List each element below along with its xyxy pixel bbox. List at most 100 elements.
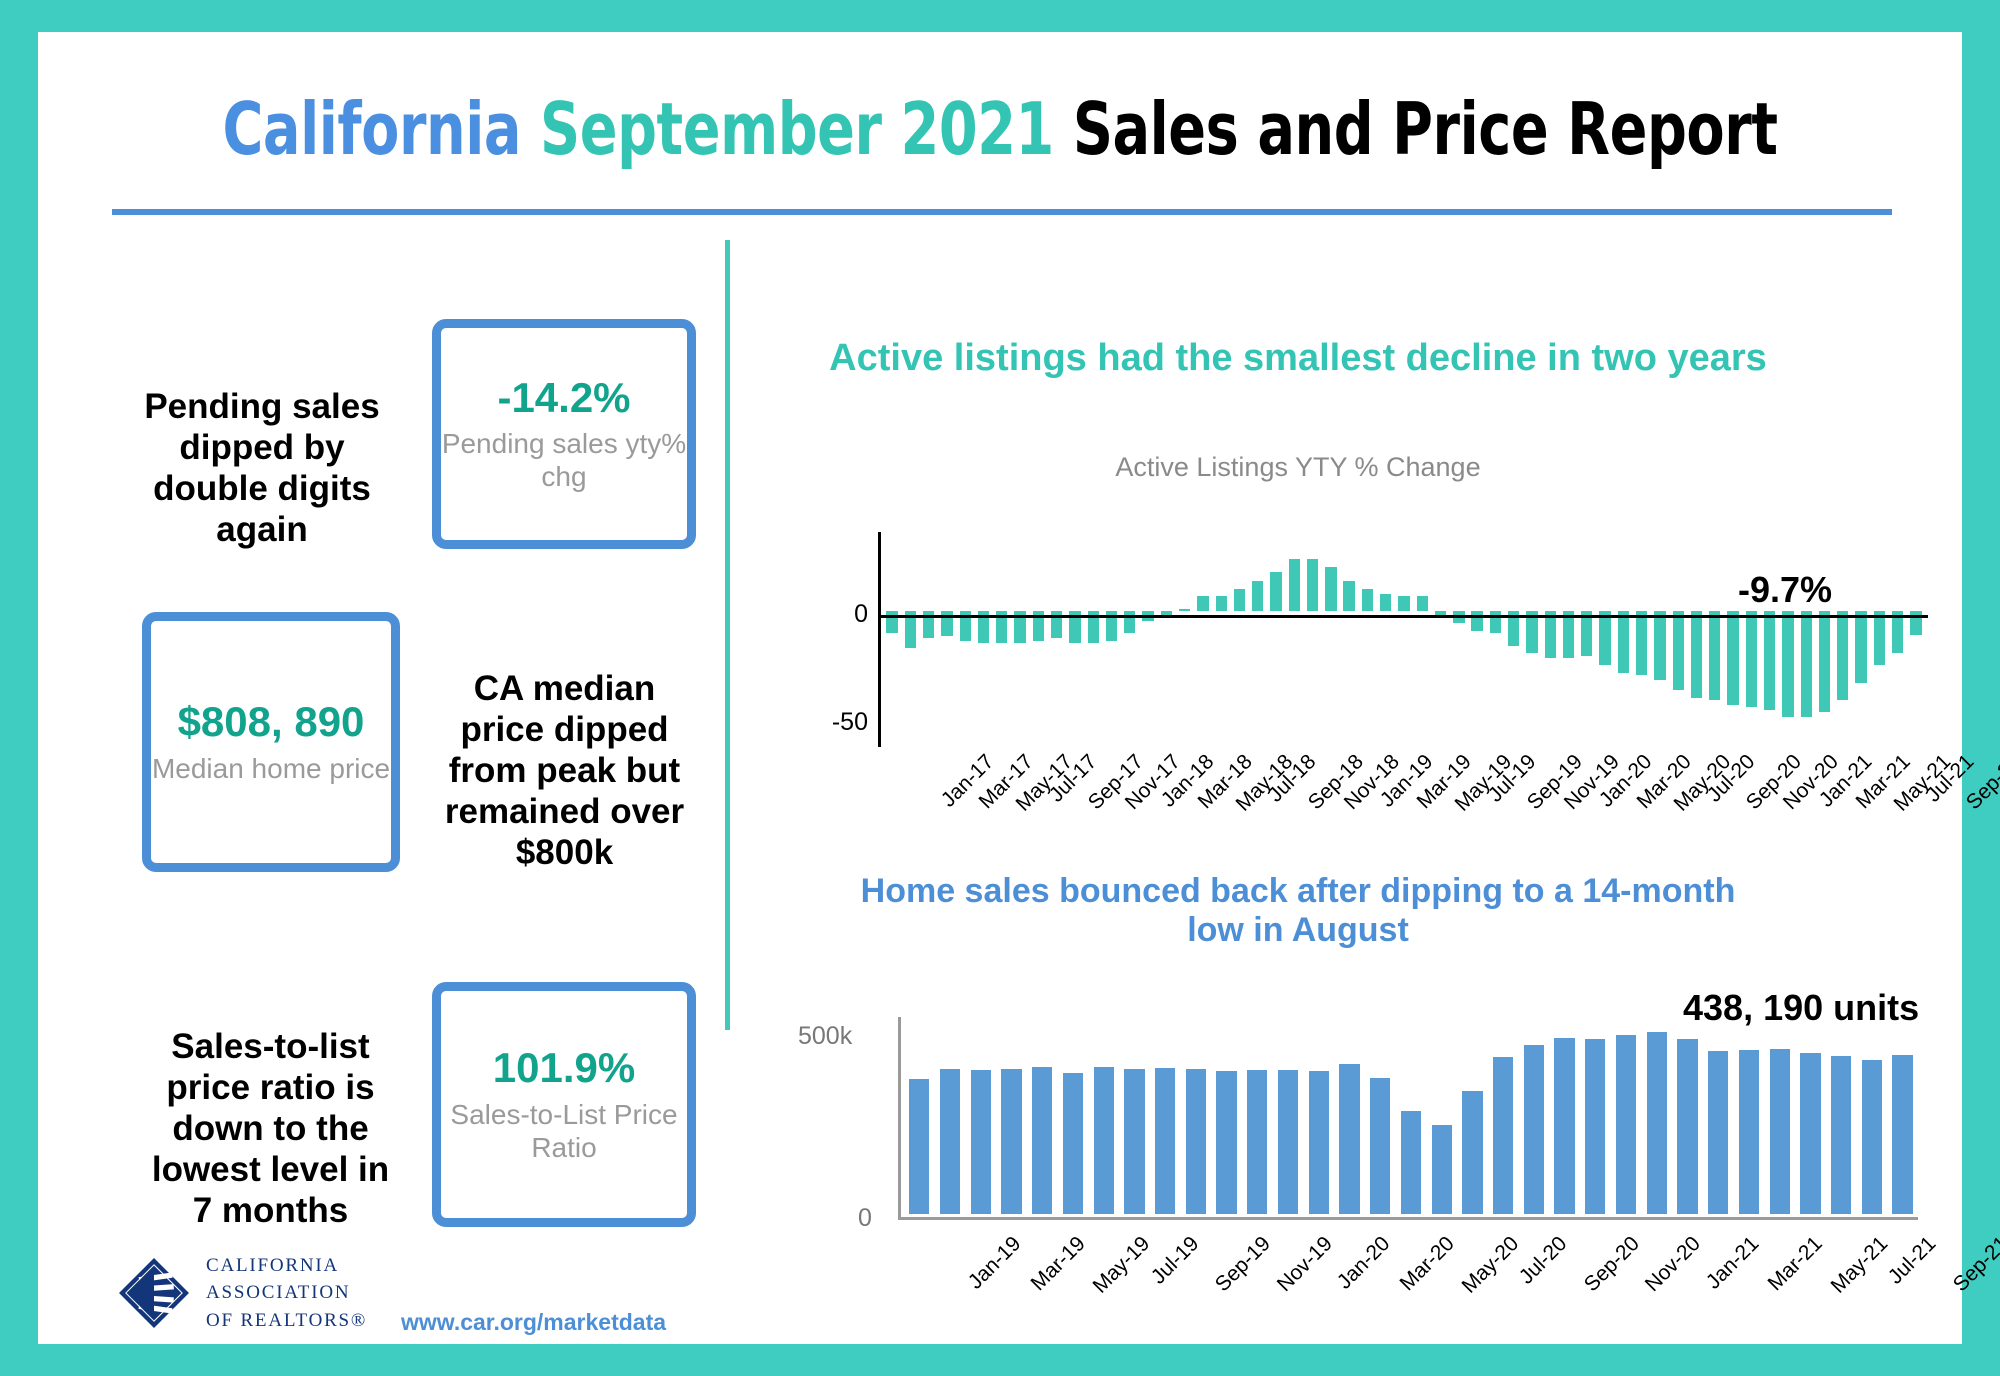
chart2-x-label: Mar-19: [1026, 1232, 1090, 1296]
chart1-bar: [904, 611, 917, 649]
chart1-bar: [1270, 571, 1282, 612]
chart1-bar: [1197, 596, 1209, 612]
chart1-title: Active listings had the smallest decline…: [829, 337, 1767, 379]
chart1-bar: [1105, 611, 1118, 641]
stat-label-pending-sales: Pending sales yty% chg: [441, 428, 687, 493]
chart1-bar: [1032, 611, 1045, 641]
chart1-bar: [977, 611, 990, 644]
chart2-bar: [939, 1069, 961, 1214]
chart1-bar: [1124, 611, 1136, 634]
chart1-bar: [1398, 596, 1410, 612]
stat-box-pending-sales: -14.2% Pending sales yty% chg: [432, 319, 696, 549]
chart2-bar: [1800, 1052, 1821, 1214]
chart2-x-label: Jul-20: [1515, 1232, 1572, 1289]
blurb-sales-to-list: Sales-to-list price ratio is down to the…: [151, 1027, 390, 1230]
chart2-bar: [1554, 1038, 1575, 1214]
chart2-y-axis: [898, 1017, 901, 1217]
chart1-bar: [1069, 611, 1081, 644]
chart2-x-label: Sep-20: [1579, 1232, 1644, 1297]
chart2-x-label: Nov-19: [1272, 1232, 1337, 1297]
marketdata-url[interactable]: www.car.org/marketdata: [401, 1309, 667, 1335]
chart2-bar: [1738, 1049, 1760, 1214]
chart1-bars: [883, 532, 1925, 747]
chart2-x-label: Jul-19: [1146, 1232, 1204, 1289]
chart2-bar: [1493, 1056, 1514, 1214]
chart1-bar: [1544, 611, 1556, 659]
chart1-bar: [1654, 611, 1666, 681]
page-title: California September 2021 Sales and Pric…: [38, 91, 1962, 168]
chart2-bar: [1831, 1055, 1852, 1214]
chart2-bar: [1615, 1035, 1637, 1214]
chart2-bar: [1677, 1038, 1698, 1214]
chart2-x-label: Mar-21: [1763, 1232, 1828, 1296]
chart2-bar: [1339, 1063, 1360, 1214]
title-part-california: California: [222, 87, 541, 171]
title-part-report: Sales and Price Report: [1072, 87, 1778, 171]
chart1-bar: [1178, 608, 1191, 612]
chart1-bar: [1745, 611, 1757, 708]
chart1-bar: [923, 611, 935, 639]
chart2-x-label: Jan-19: [964, 1232, 1026, 1294]
chart2-bar: [1585, 1038, 1606, 1214]
chart1-annotation: -9.7%: [1738, 569, 1833, 610]
chart1-bar: [1416, 596, 1428, 612]
chart1-bar: [1635, 611, 1648, 676]
chart1-bar: [1617, 611, 1630, 673]
chart2-bar: [1247, 1070, 1268, 1214]
chart2-x-label: May-20: [1457, 1232, 1524, 1298]
chart2-plot-area: [898, 1014, 1918, 1220]
chart1-bar: [1325, 566, 1337, 612]
chart1-bar: [886, 611, 898, 634]
chart2-x-label: Nov-20: [1641, 1232, 1706, 1297]
chart2-bar: [1431, 1124, 1452, 1214]
chart2-bar: [1892, 1054, 1913, 1214]
stat-value-pending-sales: -14.2%: [497, 373, 631, 421]
stat-box-median-price: $808, 890 Median home price: [142, 612, 400, 872]
chart1-bar: [1050, 611, 1063, 639]
chart1-bar: [1763, 611, 1776, 710]
chart1-ytick-neg50: -50: [831, 708, 868, 736]
chart2-bar: [1001, 1068, 1022, 1214]
chart2-bar: [1185, 1069, 1207, 1214]
chart1-bar: [1891, 611, 1904, 654]
chart1-bar: [1855, 611, 1867, 683]
chart1-bar: [1215, 596, 1227, 612]
chart2-bar: [1277, 1069, 1299, 1214]
chart2-bar: [1370, 1078, 1391, 1214]
chart2-bars: [904, 1014, 1918, 1214]
blurb-median-price: CA median price dipped from peak but rem…: [444, 669, 685, 872]
chart1-bar: [1800, 611, 1812, 718]
chart2-x-label: Jan-21: [1701, 1232, 1764, 1294]
chart1-bar: [1837, 611, 1849, 701]
chart1-bar: [1782, 611, 1794, 718]
chart2-baseline: [898, 1217, 1918, 1220]
chart1-bar: [1818, 611, 1831, 713]
stat-value-median-price: $808, 890: [177, 698, 365, 746]
chart2-ytick-500k: 500k: [798, 1022, 853, 1050]
stat-box-sales-to-list: 101.9% Sales-to-List Price Ratio: [432, 982, 696, 1227]
chart1-bar: [1508, 611, 1520, 646]
chart2-bar: [1124, 1069, 1145, 1214]
chart2-x-label: Jul-21: [1883, 1232, 1941, 1289]
title-divider-rule: [112, 209, 1892, 215]
chart1-subtitle: Active Listings YTY % Change: [1115, 452, 1481, 482]
logo-line-1: CALIFORNIA: [206, 1254, 340, 1276]
chart2-annotation: 438, 190 units: [1683, 987, 1920, 1028]
stat-label-sales-to-list: Sales-to-List Price Ratio: [450, 1098, 678, 1163]
chart2-bar: [1646, 1032, 1667, 1214]
chart2-bar: [1155, 1067, 1176, 1214]
chart1-bar: [1672, 611, 1684, 691]
logo-line-3: OF REALTORS®: [206, 1309, 368, 1331]
chart2-title: Home sales bounced back after dipping to…: [860, 872, 1736, 950]
stat-value-sales-to-list: 101.9%: [492, 1044, 636, 1092]
chart1-plot-area: [878, 532, 1928, 747]
chart2-x-label: Jan-20: [1332, 1232, 1395, 1294]
chart1-bar: [1288, 559, 1300, 612]
chart2-x-label: May-19: [1088, 1232, 1155, 1298]
title-part-month-year: September 2021: [540, 87, 1073, 171]
chart1-bar: [1252, 581, 1264, 612]
chart1-bar: [1160, 611, 1172, 617]
chart2-bar: [1032, 1066, 1053, 1214]
chart2-bar: [970, 1069, 991, 1214]
car-diamond-logo-icon: [119, 1258, 189, 1328]
